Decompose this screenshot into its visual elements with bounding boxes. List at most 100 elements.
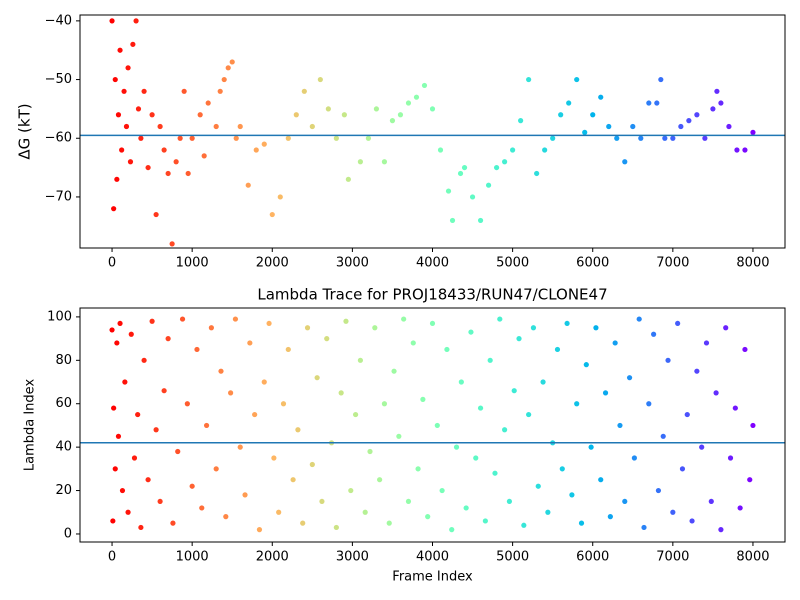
point — [391, 368, 397, 374]
point — [237, 123, 243, 130]
point — [333, 135, 339, 141]
point — [112, 466, 118, 472]
point — [702, 135, 708, 141]
point — [170, 520, 176, 526]
point — [341, 112, 347, 118]
point — [658, 76, 664, 83]
point — [636, 316, 642, 322]
point — [723, 325, 729, 331]
point — [117, 47, 123, 53]
point — [177, 135, 183, 141]
point — [421, 82, 428, 89]
point — [114, 176, 120, 182]
point — [742, 147, 748, 153]
point — [679, 466, 686, 472]
point — [381, 401, 388, 407]
point — [559, 466, 565, 472]
point — [516, 336, 522, 342]
y-tick-label: 60 — [55, 396, 72, 411]
point — [271, 455, 277, 461]
point — [179, 316, 186, 322]
point — [153, 427, 159, 433]
point — [125, 65, 131, 71]
point — [245, 182, 251, 188]
x-tick-label: 0 — [108, 256, 116, 271]
point — [352, 411, 359, 418]
x-tick-label: 2000 — [256, 550, 289, 565]
point — [718, 100, 724, 106]
point — [638, 135, 644, 141]
point — [295, 427, 301, 433]
point — [439, 487, 445, 494]
point — [468, 329, 474, 335]
point — [569, 492, 575, 498]
point — [449, 217, 456, 224]
point — [252, 411, 258, 418]
point — [309, 461, 315, 468]
point — [714, 88, 720, 94]
x-tick-label: 7000 — [656, 256, 689, 271]
point — [511, 388, 517, 394]
x-axis-label: Frame Index — [392, 570, 473, 585]
point — [708, 498, 714, 505]
point — [304, 325, 311, 331]
point — [713, 390, 719, 396]
point — [710, 106, 716, 112]
point — [582, 129, 588, 135]
point — [119, 487, 126, 494]
point — [205, 100, 211, 106]
point — [110, 518, 116, 524]
point — [386, 520, 392, 526]
point — [694, 368, 700, 374]
point — [566, 100, 572, 106]
point — [449, 527, 455, 533]
point — [247, 340, 253, 346]
point — [598, 94, 604, 100]
point — [526, 76, 532, 83]
point — [173, 159, 179, 165]
point — [453, 444, 460, 450]
point — [261, 141, 267, 147]
point — [487, 357, 493, 363]
point — [646, 401, 652, 407]
point — [554, 346, 561, 353]
point — [590, 112, 596, 118]
x-tick-label: 8000 — [736, 550, 769, 565]
point — [149, 112, 155, 118]
point — [199, 505, 205, 511]
x-tick-label: 1000 — [176, 550, 209, 565]
point — [473, 455, 479, 461]
point — [607, 514, 613, 520]
x-tick-label: 6000 — [576, 550, 609, 565]
point — [737, 505, 743, 511]
point — [727, 455, 734, 461]
point — [469, 194, 476, 200]
point — [357, 159, 363, 165]
x-tick-label: 7000 — [656, 550, 689, 565]
point — [574, 401, 580, 407]
point — [521, 522, 527, 528]
point — [138, 135, 144, 141]
y-tick-label: −40 — [45, 13, 72, 28]
point — [285, 346, 291, 353]
point — [293, 112, 299, 118]
point — [389, 118, 396, 124]
point — [734, 147, 740, 153]
point — [747, 477, 753, 483]
point — [338, 390, 344, 396]
point — [314, 375, 320, 381]
point — [530, 325, 537, 331]
point — [655, 487, 662, 494]
point — [189, 483, 195, 489]
point — [626, 375, 633, 381]
point — [670, 509, 676, 515]
point — [138, 524, 144, 531]
point — [477, 217, 484, 224]
point — [506, 498, 513, 505]
point — [197, 112, 203, 118]
x-tick-label: 1000 — [176, 256, 209, 271]
point — [184, 401, 190, 407]
point — [218, 368, 224, 374]
